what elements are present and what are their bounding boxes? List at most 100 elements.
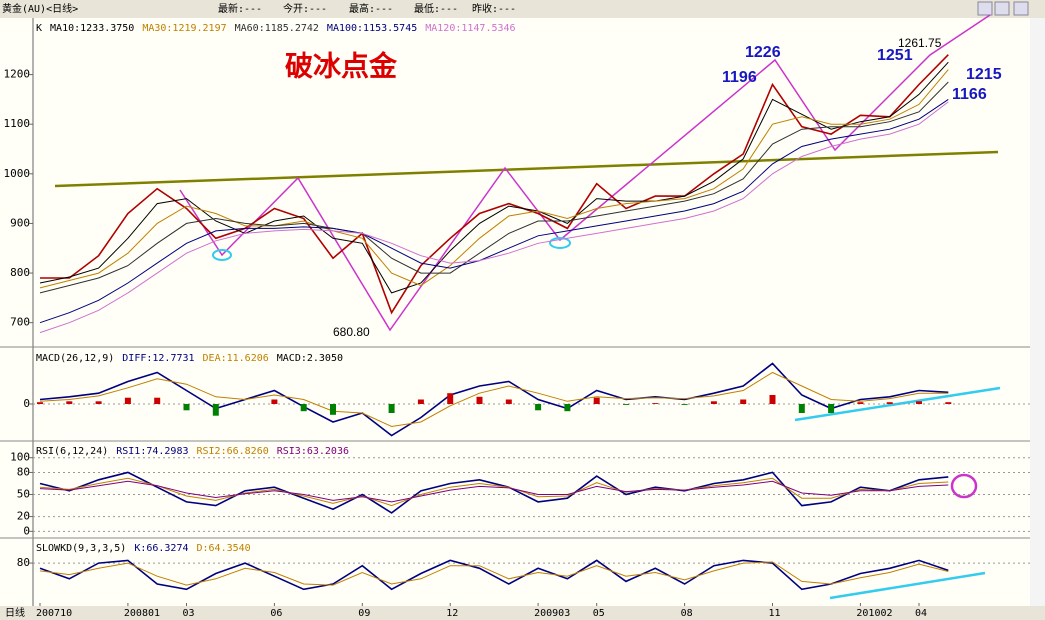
y-tick-label: 80 (17, 556, 30, 569)
bar (505, 399, 512, 404)
legend-entry: K:66.3274 (134, 543, 188, 554)
bar (212, 404, 219, 416)
bar (623, 404, 629, 405)
legend-entry: RSI2:66.8260 (197, 446, 269, 457)
panel-title: RSI(6,12,24) (36, 446, 108, 457)
bar (388, 404, 395, 413)
x-tick-label: 201002 (856, 608, 892, 619)
bar (828, 404, 835, 413)
series-line (39, 480, 949, 503)
legend-entry: MA10:1233.3750 (50, 23, 134, 34)
x-tick-label: 08 (681, 608, 693, 619)
annotation: 680.80 (333, 325, 370, 339)
bar (417, 399, 424, 404)
field: 今开:--- (283, 2, 327, 15)
marker (549, 237, 571, 249)
series-line (39, 69, 949, 289)
x-tick-label: 200710 (36, 608, 72, 619)
bar (154, 397, 161, 404)
series-line (39, 61, 949, 294)
panel-title: SLOWKD(9,3,3,5) (36, 543, 126, 554)
bar (271, 399, 278, 404)
panel-title: MACD(26,12,9) (36, 353, 114, 364)
bar (916, 401, 922, 404)
bar (945, 402, 952, 404)
annotation: 1251 (877, 47, 913, 64)
annotation: 1226 (745, 44, 781, 61)
annotation: 1215 (966, 66, 1002, 83)
nav-left[interactable] (977, 1, 993, 16)
bar (124, 397, 131, 404)
top-bar (0, 0, 1045, 18)
annotation: 1166 (952, 86, 987, 103)
bar (37, 402, 43, 404)
bar (593, 397, 600, 404)
x-tick-label: 05 (593, 608, 605, 619)
legend-entry: MA100:1153.5745 (327, 23, 417, 34)
field: 最高:--- (349, 2, 393, 15)
x-tick-label: 12 (446, 608, 458, 619)
panel-title: K (36, 23, 42, 34)
y-tick-label: 0 (23, 524, 30, 537)
series-line (39, 81, 949, 294)
right-margin (1030, 18, 1045, 606)
annotation: 破冰点金 (285, 50, 398, 83)
legend-entry: D:64.3540 (197, 543, 251, 554)
period: 日线 (5, 606, 25, 619)
bar (476, 396, 483, 404)
x-tick-label: 200903 (534, 608, 570, 619)
bar (769, 395, 776, 404)
symbol: 黄金(AU)<日线> (2, 2, 78, 15)
y-tick-label: 0 (23, 397, 30, 410)
bar (652, 403, 659, 404)
bar (798, 404, 805, 413)
x-tick-label: 06 (270, 608, 282, 619)
series-line (40, 54, 949, 315)
x-tick-label: 11 (769, 608, 781, 619)
y-tick-label: 1100 (4, 117, 31, 130)
bar (681, 404, 688, 405)
x-tick-label: 04 (915, 608, 927, 619)
y-tick-label: 1200 (4, 68, 31, 81)
legend-entry: RSI1:74.2983 (116, 446, 188, 457)
annotation: 1261.75 (898, 36, 942, 50)
legend-entry: RSI3:63.2036 (277, 446, 349, 457)
series-line (39, 477, 949, 507)
y-tick-label: 20 (17, 510, 30, 523)
legend-entry: DEA:11.6206 (203, 353, 269, 364)
field: 最低:--- (414, 2, 458, 15)
field: 昨收:--- (472, 2, 516, 15)
bar (886, 402, 893, 404)
series-line (39, 561, 949, 586)
y-tick-label: 800 (10, 266, 30, 279)
x-tick-label: 03 (183, 608, 195, 619)
bar (564, 404, 571, 412)
y-tick-label: 900 (10, 216, 30, 229)
bar (300, 404, 307, 412)
bottom-bar (0, 606, 1045, 620)
x-tick-label: 200801 (124, 608, 160, 619)
trend-line (54, 150, 999, 188)
nav-right[interactable] (994, 1, 1010, 16)
wave-line (179, 14, 991, 332)
y-tick-label: 100 (10, 451, 30, 464)
bar (183, 404, 190, 411)
bar (710, 401, 717, 404)
x-tick-label: 09 (358, 608, 370, 619)
divergence-line (794, 386, 1001, 422)
bar (330, 404, 336, 415)
divergence-line (829, 571, 986, 600)
marker (950, 473, 978, 499)
bar (535, 404, 542, 411)
legend-entry: MA120:1147.5346 (425, 23, 515, 34)
legend-entry: DIFF:12.7731 (122, 353, 194, 364)
annotation: 1196 (722, 69, 757, 86)
series-line (39, 101, 949, 334)
bar (740, 399, 747, 404)
series-line (39, 371, 949, 428)
y-tick-label: 700 (10, 316, 30, 329)
maximize[interactable] (1013, 1, 1029, 16)
y-tick-label: 80 (17, 465, 30, 478)
